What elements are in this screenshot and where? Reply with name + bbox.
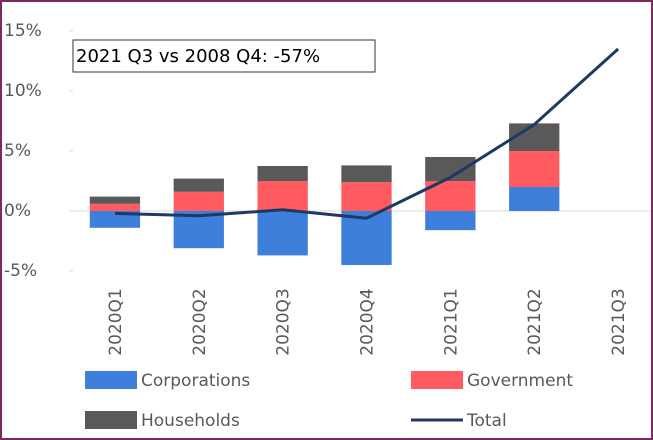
legend-swatch [411, 371, 463, 389]
x-tick-label: 2020Q2 [190, 288, 210, 355]
legend-swatch [85, 371, 137, 389]
x-tick-label: 2021Q1 [441, 288, 461, 355]
bar-segment [509, 123, 560, 151]
x-tick-label: 2020Q3 [274, 288, 294, 355]
bar-segment [257, 181, 308, 211]
bar-segment [173, 191, 224, 211]
bar-segment [89, 203, 141, 211]
y-tick-label: 5% [4, 141, 31, 161]
annotation-box [72, 39, 376, 73]
x-tick-label: 2021Q3 [609, 288, 629, 355]
x-tick-label: 2021Q2 [525, 288, 545, 355]
plot-area: -5% 0% 5% 10% 15% 2020Q1 2020Q2 2020Q3 2020Q4 202… [4, 21, 650, 356]
legend-label: Corporations [141, 371, 250, 391]
annotation: 2021 Q3 vs 2008 Q4: -57% [76, 46, 320, 67]
legend-label: Government [467, 371, 573, 391]
bar-segment [341, 182, 392, 211]
bar-segment [173, 178, 224, 192]
y-tick-label: 10% [4, 81, 42, 101]
y-tick-label: 15% [4, 21, 42, 41]
x-tick-label: 2020Q4 [358, 288, 378, 355]
bar-segment [89, 196, 141, 204]
bar-segment [425, 211, 476, 231]
x-tick-label: 2020Q1 [106, 288, 126, 355]
bar-segment [257, 166, 308, 181]
bar-segment [341, 165, 392, 183]
y-tick-label: 0% [4, 201, 31, 221]
line-series [114, 47, 620, 220]
bar-segment [257, 211, 308, 256]
legend-label: Total [466, 411, 507, 431]
legend-label: Households [141, 411, 240, 431]
bar-segment [509, 151, 560, 187]
bar-segment [341, 211, 392, 265]
bar-segment [509, 187, 560, 211]
legend-swatch [85, 411, 137, 429]
y-tick-label: -5% [4, 261, 37, 281]
